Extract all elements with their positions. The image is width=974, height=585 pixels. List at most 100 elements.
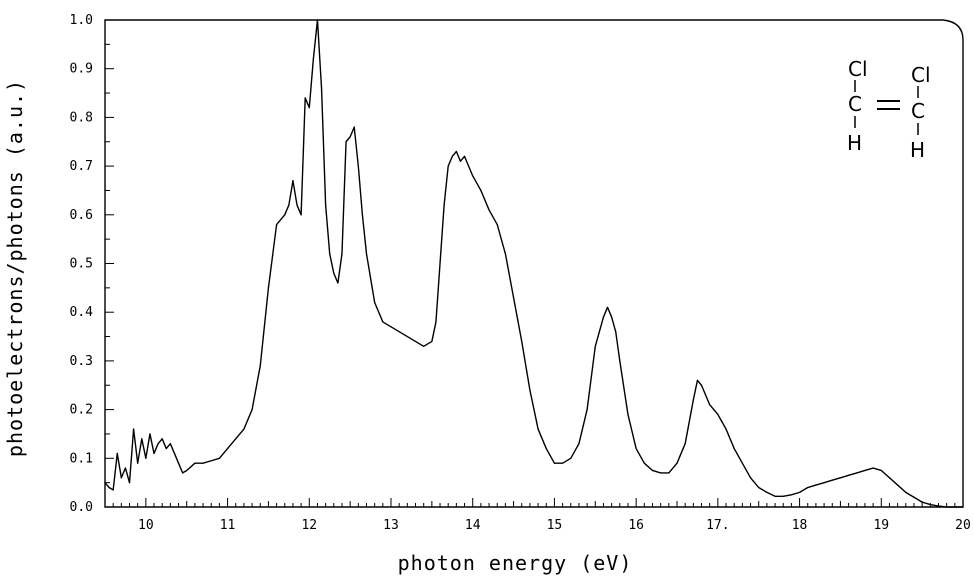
data-point: [161, 438, 163, 440]
data-point: [259, 365, 261, 367]
y-tick-label: 0.4: [70, 305, 94, 320]
data-point: [676, 462, 678, 464]
data-point: [937, 505, 940, 507]
data-point: [705, 394, 707, 396]
data-point: [292, 180, 294, 182]
x-tick-label: 20: [955, 518, 971, 533]
data-point: [700, 384, 703, 386]
data-point: [537, 428, 539, 430]
data-point: [807, 486, 809, 489]
series-line: [104, 19, 963, 508]
data-point: [848, 474, 850, 476]
x-tick-label: 19: [873, 518, 889, 533]
data-point: [512, 296, 515, 299]
data-point: [374, 301, 376, 304]
data-point: [725, 428, 727, 430]
data-point: [733, 447, 735, 450]
molecule-right-c: C: [911, 99, 925, 123]
data-point: [267, 287, 270, 289]
data-point: [823, 482, 825, 484]
molecule-left-h: H: [847, 131, 862, 155]
data-point: [173, 452, 176, 455]
data-point: [488, 209, 490, 211]
data-point: [643, 462, 645, 464]
data-point: [382, 321, 384, 323]
data-point: [124, 467, 127, 469]
y-tick-label: 1.0: [70, 13, 93, 28]
molecule-right-h: H: [910, 138, 925, 162]
data-point: [594, 345, 596, 347]
data-point: [472, 175, 474, 177]
plot-frame: [104, 19, 964, 508]
y-tick-label: 0.3: [70, 354, 93, 369]
data-point: [480, 189, 482, 192]
data-point: [316, 19, 319, 21]
data-point: [329, 253, 331, 255]
data-point: [304, 97, 306, 99]
series-layer: [104, 19, 964, 508]
data-point: [782, 495, 784, 497]
data-point: [137, 462, 139, 464]
data-point: [149, 433, 151, 435]
data-point: [447, 165, 449, 167]
y-tick-label: 0.5: [70, 257, 93, 272]
data-point: [562, 462, 564, 464]
data-point: [713, 409, 715, 411]
data-point: [602, 316, 605, 318]
data-point: [320, 87, 323, 89]
data-point: [296, 204, 298, 206]
data-point: [717, 413, 719, 416]
data-point: [570, 457, 572, 459]
data-point: [284, 214, 286, 216]
data-point: [864, 469, 866, 472]
data-point: [194, 462, 196, 464]
data-point: [276, 223, 278, 226]
data-point: [145, 457, 147, 459]
plot-border: [104, 19, 964, 508]
data-point: [668, 472, 670, 474]
x-tick-label: 18: [792, 518, 808, 533]
molecule-structure: Cl C H Cl C H: [847, 57, 931, 162]
data-point: [235, 438, 237, 440]
data-point: [504, 253, 506, 255]
data-point: [141, 438, 143, 440]
data-point: [586, 409, 588, 411]
data-point: [888, 477, 891, 479]
data-point: [766, 491, 768, 493]
data-point: [243, 428, 245, 430]
data-point: [210, 460, 212, 462]
data-point: [439, 262, 441, 265]
data-point: [120, 477, 122, 479]
data-point: [251, 409, 253, 411]
y-tick-label: 0.9: [70, 62, 93, 77]
data-point: [325, 204, 327, 206]
data-point: [390, 326, 392, 328]
data-point: [202, 462, 204, 464]
x-tick-label: 13: [383, 518, 399, 533]
data-point: [226, 447, 229, 450]
data-point: [545, 447, 547, 450]
data-point: [721, 421, 723, 423]
data-point: [856, 472, 858, 474]
y-tick-label: 0.8: [70, 110, 93, 125]
data-point: [897, 484, 899, 486]
data-point: [578, 443, 580, 445]
data-point: [798, 491, 801, 493]
x-tick-label: 14: [465, 518, 481, 533]
data-point: [529, 389, 531, 391]
data-point: [929, 503, 931, 506]
data-point: [839, 477, 842, 479]
data-point: [186, 469, 188, 472]
data-point: [153, 452, 155, 455]
data-point: [157, 443, 159, 445]
data-point: [627, 413, 629, 416]
data-point: [341, 253, 343, 255]
data-point: [954, 506, 956, 508]
data-point: [790, 494, 793, 496]
data-point: [349, 136, 351, 138]
data-point: [660, 472, 662, 474]
y-tick-label: 0.2: [70, 403, 93, 418]
data-point: [414, 340, 417, 343]
data-point: [435, 321, 437, 323]
data-point: [749, 477, 752, 479]
